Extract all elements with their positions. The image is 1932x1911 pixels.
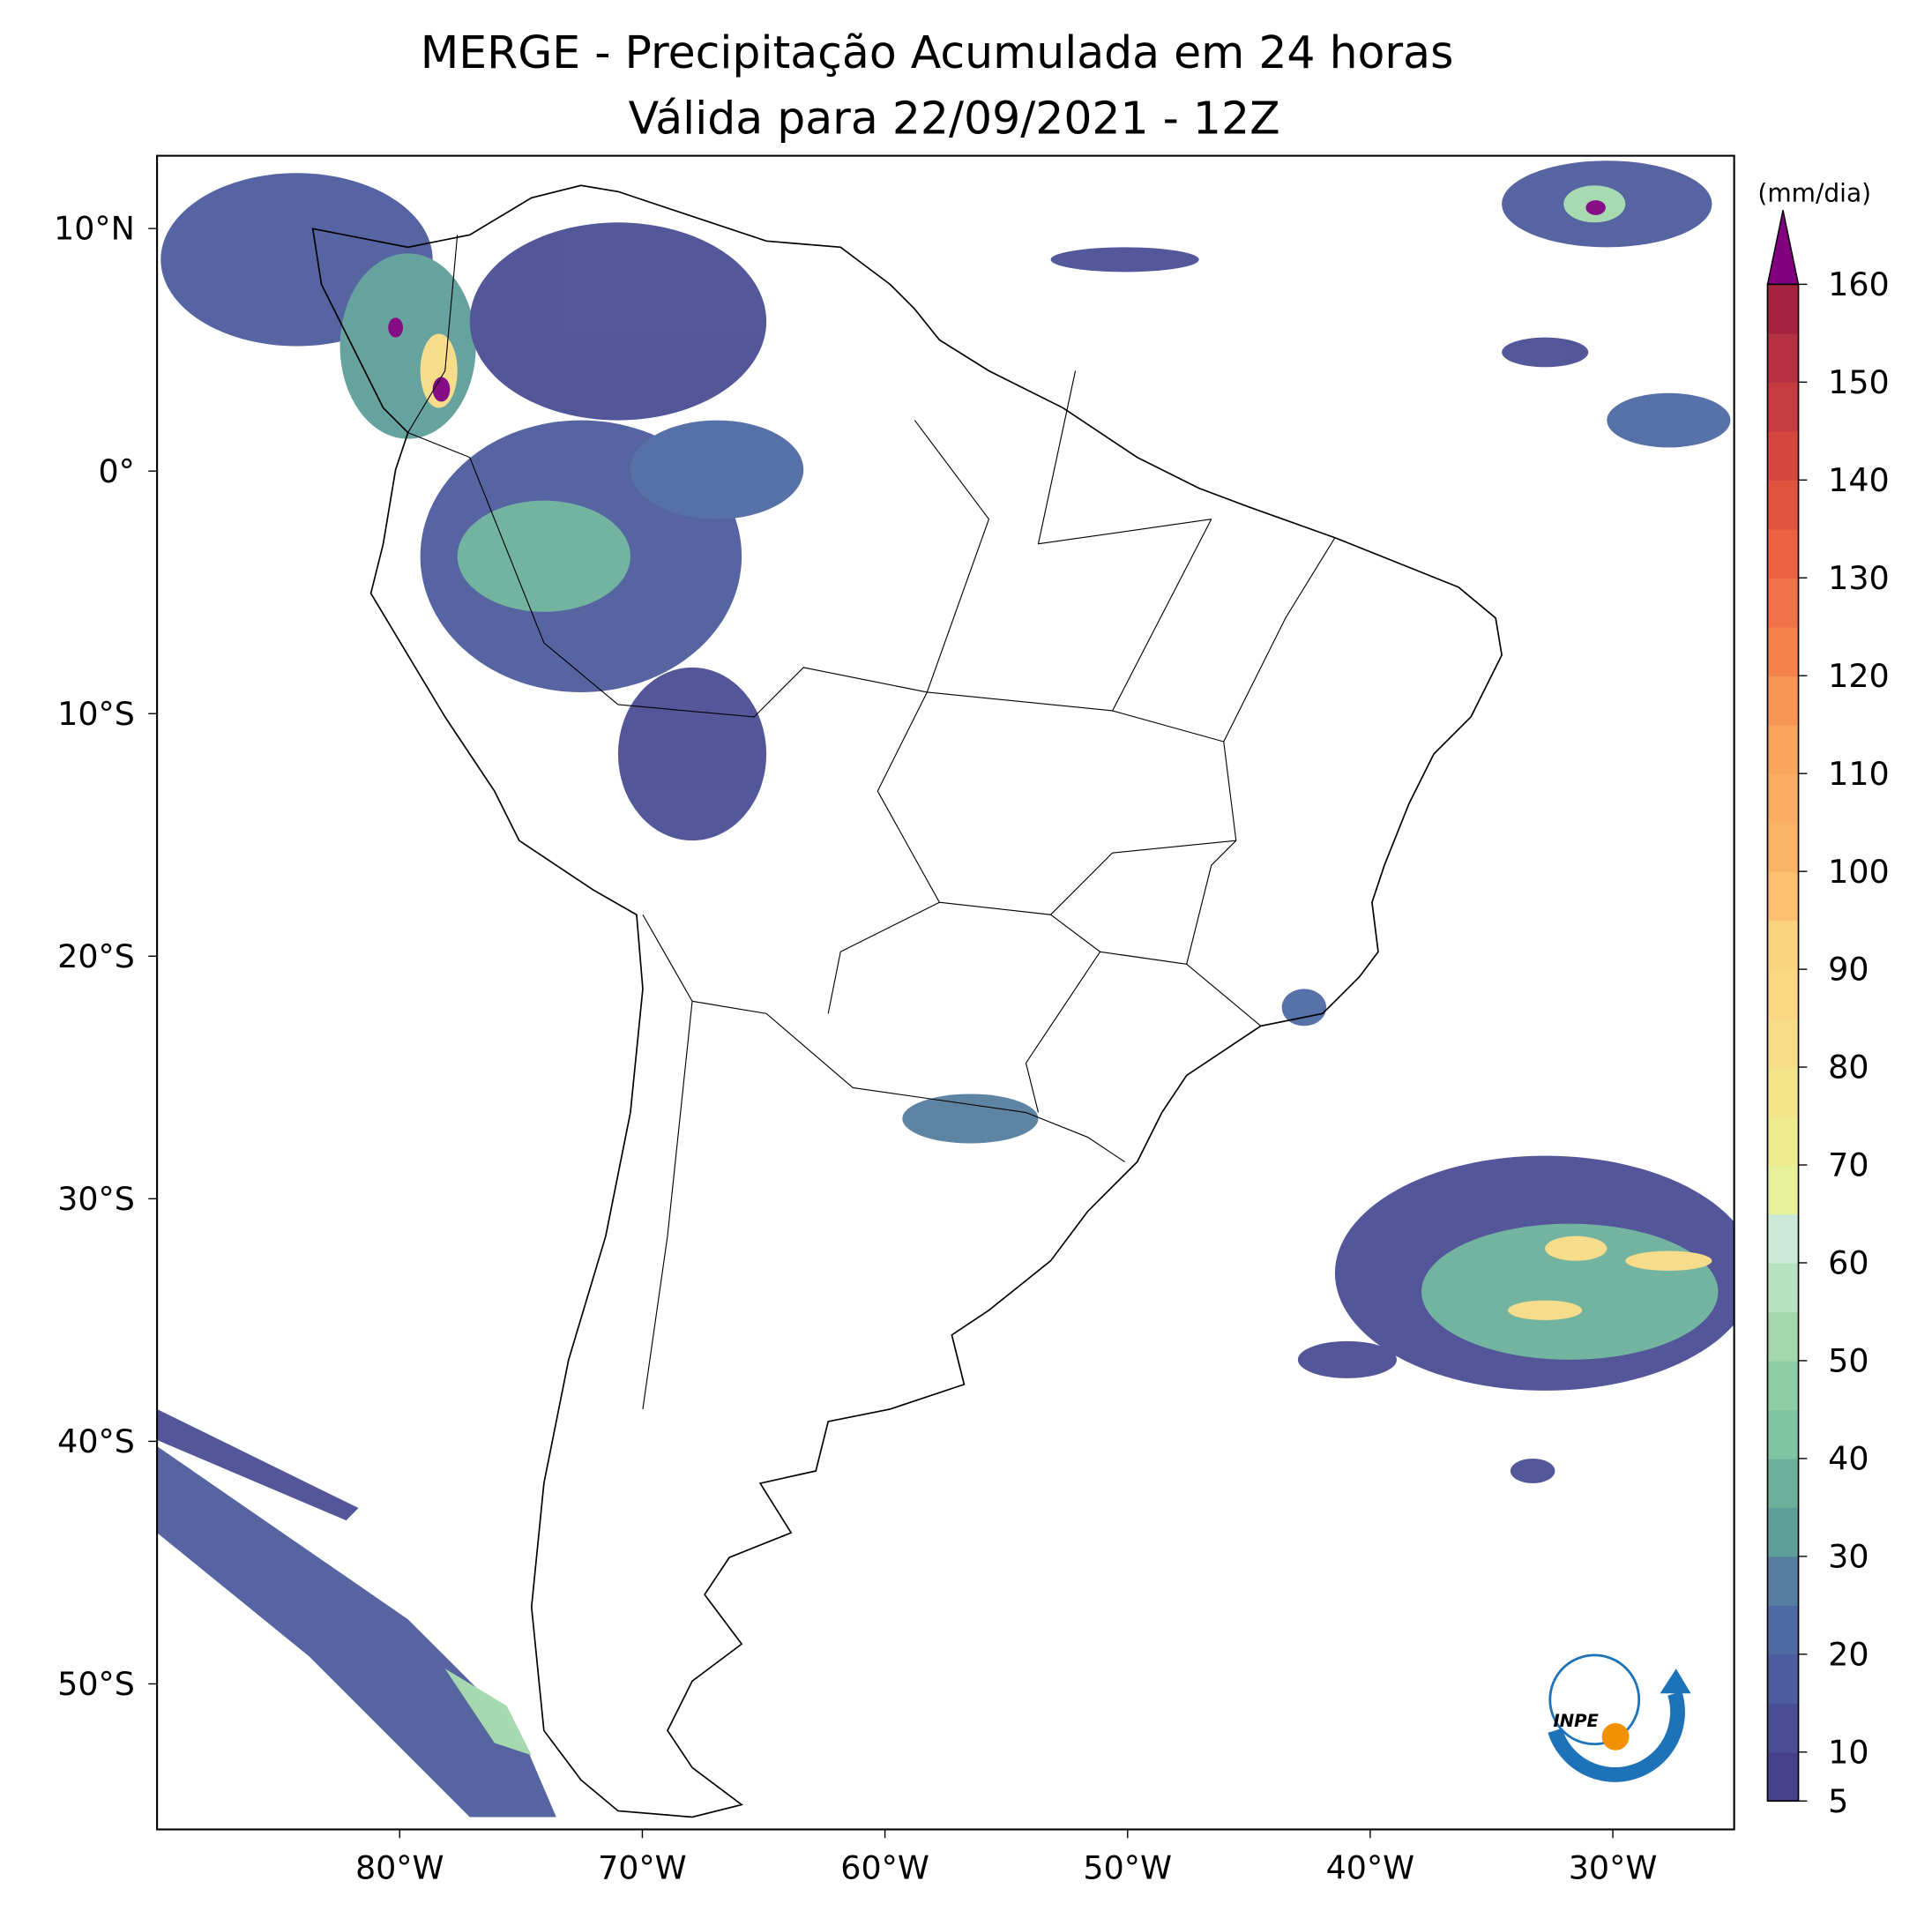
colorbar-extend [1766, 210, 1800, 286]
colorbar-tick-label: 110 [1828, 755, 1890, 793]
precip-area [617, 667, 767, 841]
colorbar-band [1767, 1116, 1799, 1166]
colorbar-tick-label: 80 [1828, 1049, 1869, 1086]
colorbar-tick-label: 70 [1828, 1146, 1869, 1184]
x-tick-label: 50°W [1083, 1849, 1172, 1887]
precip-area [1510, 1458, 1555, 1484]
colorbar-tick-label: 120 [1828, 657, 1890, 695]
colorbar-tick-label: 100 [1828, 853, 1890, 891]
colorbar-band [1767, 1458, 1799, 1509]
map-frame [156, 154, 1735, 1831]
y-tick-label: 20°S [57, 937, 135, 975]
logo-text: INPE [1553, 1711, 1599, 1731]
x-tick-label: 40°W [1326, 1849, 1415, 1887]
precip-area [1585, 200, 1606, 215]
y-tick-label: 50°S [57, 1665, 135, 1703]
colorbar-band [1767, 578, 1799, 628]
colorbar-band [1767, 822, 1799, 872]
logo: INPE [1548, 1653, 1691, 1782]
colorbar-band [1767, 1507, 1799, 1557]
colorbar-band [1767, 1213, 1799, 1264]
colorbar-frame [1766, 283, 1800, 1803]
colorbar-band [1767, 724, 1799, 774]
precip-area [444, 1668, 532, 1756]
colorbar-band [1767, 430, 1799, 481]
precip-area [1625, 1250, 1712, 1271]
precip-area [157, 1445, 556, 1818]
colorbar-band [1767, 1165, 1799, 1215]
x-tick-label: 80°W [355, 1849, 444, 1887]
colorbar-tick-label: 20 [1828, 1635, 1869, 1673]
y-tick-label: 30°S [57, 1180, 135, 1218]
colorbar-label: (mm/dia) [1757, 178, 1871, 207]
precip-area [157, 1408, 359, 1521]
colorbar-band [1767, 626, 1799, 676]
colorbar-band [1767, 1703, 1799, 1753]
coastline [311, 184, 1503, 1818]
colorbar-band [1767, 1653, 1799, 1704]
map-area [157, 160, 1734, 1818]
subtitle: Válida para 22/09/2021 - 12Z [629, 92, 1280, 144]
colorbar-band [1767, 1262, 1799, 1313]
precip-area [1545, 1235, 1608, 1261]
precip-area [339, 253, 476, 439]
y-tick-label: 10°S [57, 695, 135, 733]
colorbar-band [1767, 332, 1799, 384]
colorbar-band [1767, 773, 1799, 824]
y-tick-label: 10°N [54, 210, 135, 248]
x-tick-label: 30°W [1569, 1849, 1658, 1887]
colorbar-band [1767, 1311, 1799, 1362]
x-tick-label: 60°W [840, 1849, 929, 1887]
precip-area [1502, 337, 1589, 368]
precip-area [902, 1094, 1039, 1144]
colorbar-band [1767, 1018, 1799, 1068]
colorbar-band [1767, 920, 1799, 970]
colorbar-band [1767, 676, 1799, 726]
colorbar-tick-label: 10 [1828, 1733, 1869, 1771]
colorbar-tick-label: 5 [1828, 1782, 1848, 1820]
colorbar-band [1767, 1556, 1799, 1607]
colorbar-band [1767, 1751, 1799, 1802]
colorbar-band [1767, 1605, 1799, 1655]
colorbar-band [1767, 1360, 1799, 1411]
colorbar-band [1767, 1067, 1799, 1117]
precip-area [1297, 1340, 1397, 1378]
colorbar-tick-label: 160 [1828, 265, 1890, 303]
colorbar-tick-label: 90 [1828, 951, 1869, 989]
colorbar-tick-label: 140 [1828, 461, 1890, 499]
colorbar-tick-label: 50 [1828, 1342, 1869, 1380]
precip-area [469, 222, 767, 421]
colorbar-tick-label: 130 [1828, 559, 1890, 597]
colorbar-tick-label: 40 [1828, 1440, 1869, 1478]
precip-area [457, 500, 630, 612]
colorbar-band [1767, 284, 1799, 334]
precip-area [432, 377, 451, 402]
colorbar-band [1767, 528, 1799, 579]
y-tick-label: 0° [98, 452, 134, 490]
precipitation [157, 160, 1734, 1818]
borders [407, 235, 1336, 1409]
colorbar-band [1767, 480, 1799, 530]
y-tick-label: 40°S [57, 1422, 135, 1460]
precip-area [1281, 989, 1327, 1026]
colorbar-tick-label: 150 [1828, 363, 1890, 401]
precip-area [1050, 247, 1199, 272]
colorbar-tick-label: 60 [1828, 1244, 1869, 1282]
title: MERGE - Precipitação Acumulada em 24 hor… [421, 26, 1454, 78]
colorbar-band [1767, 871, 1799, 922]
colorbar-tick-label: 30 [1828, 1537, 1869, 1575]
colorbar-band [1767, 382, 1799, 432]
precip-area [630, 420, 804, 519]
colorbar-band [1767, 969, 1799, 1019]
x-tick-label: 70°W [598, 1849, 687, 1887]
precip-area [1607, 392, 1731, 448]
precip-area [388, 317, 404, 338]
colorbar-band [1767, 1409, 1799, 1459]
precip-area [1508, 1300, 1583, 1320]
